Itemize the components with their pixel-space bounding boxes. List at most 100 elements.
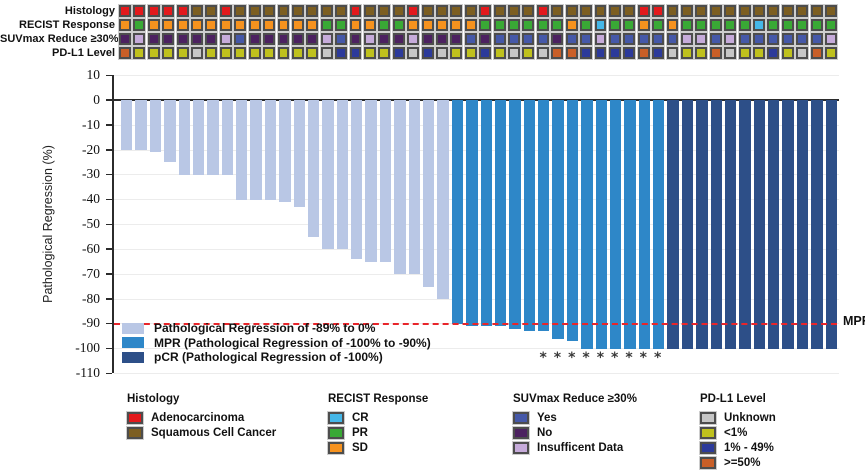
legend-item: 1% - 49% bbox=[700, 440, 776, 455]
asterisk: * bbox=[625, 350, 633, 367]
mpr-reference-line bbox=[114, 322, 837, 325]
waterfall-bar bbox=[236, 100, 248, 200]
track-square bbox=[666, 19, 679, 31]
track-square bbox=[450, 5, 463, 17]
track-square bbox=[724, 47, 737, 59]
waterfall-bar bbox=[739, 100, 751, 349]
track-square bbox=[608, 33, 621, 45]
plot-legend-row: Pathological Regression of -89% to 0% bbox=[122, 321, 431, 336]
track-square bbox=[392, 19, 405, 31]
plot-legend: Pathological Regression of -89% to 0% MPR… bbox=[122, 321, 431, 365]
waterfall-bar bbox=[164, 100, 176, 163]
track-square bbox=[277, 5, 290, 17]
track-square bbox=[263, 33, 275, 45]
track-square bbox=[580, 19, 593, 31]
legend-swatch bbox=[700, 457, 716, 470]
waterfall-bar bbox=[365, 100, 377, 262]
track-square bbox=[320, 19, 333, 31]
waterfall-bar bbox=[609, 100, 622, 349]
track-square bbox=[291, 47, 304, 59]
track-square bbox=[392, 5, 405, 17]
legend-swatch bbox=[328, 441, 344, 454]
track-square bbox=[421, 19, 434, 31]
waterfall-bar bbox=[394, 100, 406, 275]
y-tick-mark bbox=[106, 198, 112, 201]
bottom-legend-group: PD-L1 Level Unknown <1% 1% - 49% >=50% bbox=[700, 393, 776, 471]
track-row-histology: Histology bbox=[0, 5, 865, 18]
track-square bbox=[724, 5, 737, 17]
waterfall-bar bbox=[480, 100, 492, 327]
track-square bbox=[176, 19, 189, 31]
track-square bbox=[479, 19, 492, 31]
track-square bbox=[767, 5, 780, 17]
track-square bbox=[205, 33, 218, 45]
asterisk: * bbox=[639, 350, 647, 367]
track-square bbox=[652, 33, 665, 45]
track-square bbox=[709, 19, 722, 31]
legend-item-label: Yes bbox=[537, 411, 557, 424]
track-square bbox=[680, 5, 693, 17]
track-square bbox=[796, 5, 809, 17]
legend-item: No bbox=[513, 425, 637, 440]
legend-item: CR bbox=[328, 410, 428, 425]
track-square bbox=[724, 19, 737, 31]
track-square bbox=[248, 19, 261, 31]
waterfall-bar bbox=[494, 100, 507, 327]
track-square bbox=[594, 5, 607, 17]
track-square bbox=[147, 47, 160, 59]
track-square bbox=[738, 33, 751, 45]
track-square bbox=[464, 33, 477, 45]
waterfall-bar bbox=[624, 100, 636, 349]
legend-item-label: No bbox=[537, 426, 553, 439]
y-tick-mark bbox=[106, 124, 112, 126]
waterfall-bar bbox=[667, 100, 679, 349]
track-square bbox=[162, 19, 175, 31]
track-square bbox=[565, 5, 578, 17]
waterfall-bar bbox=[322, 100, 334, 250]
track-square bbox=[219, 5, 232, 17]
legend-swatch bbox=[328, 426, 344, 439]
track-square bbox=[508, 33, 520, 45]
track-square bbox=[796, 19, 809, 31]
track-square bbox=[753, 47, 765, 59]
y-tick-mark bbox=[106, 99, 112, 101]
track-square bbox=[119, 19, 131, 31]
track-square bbox=[133, 19, 146, 31]
track-square bbox=[219, 19, 232, 31]
y-tick-mark bbox=[106, 322, 112, 325]
track-square bbox=[580, 5, 593, 17]
track-square bbox=[551, 19, 564, 31]
track-square bbox=[781, 33, 794, 45]
legend-item-label: Squamous Cell Cancer bbox=[151, 426, 277, 439]
waterfall-bar bbox=[351, 100, 363, 260]
track-square bbox=[450, 33, 463, 45]
track-square bbox=[392, 33, 405, 45]
track-label: SUVmax Reduce ≥30% bbox=[0, 33, 119, 45]
track-square bbox=[349, 5, 362, 17]
track-square bbox=[205, 5, 218, 17]
track-square bbox=[796, 33, 809, 45]
gridline bbox=[114, 75, 839, 76]
legend-swatch bbox=[700, 411, 716, 424]
track-squares bbox=[119, 47, 837, 59]
waterfall-bar bbox=[566, 100, 579, 342]
plot-legend-row: MPR (Pathological Regression of -100% to… bbox=[122, 336, 431, 351]
waterfall-bar bbox=[710, 100, 722, 349]
track-square bbox=[753, 19, 765, 31]
track-row-recist: RECIST Response bbox=[0, 19, 865, 32]
track-squares bbox=[119, 5, 837, 17]
waterfall-bar bbox=[336, 100, 349, 250]
track-square bbox=[551, 5, 564, 17]
track-square bbox=[147, 5, 160, 17]
track-square bbox=[248, 33, 261, 45]
waterfall-bar bbox=[825, 100, 837, 349]
legend-item: PR bbox=[328, 425, 428, 440]
mpr-reference-label: MPR bbox=[843, 314, 865, 328]
track-label: PD-L1 Level bbox=[52, 47, 115, 59]
asterisk: * bbox=[539, 350, 547, 367]
legend-group-title: RECIST Response bbox=[328, 393, 429, 405]
track-square bbox=[637, 33, 650, 45]
track-square bbox=[450, 19, 463, 31]
legend-group-title: Histology bbox=[127, 393, 180, 405]
y-tick-label: -20 bbox=[82, 141, 100, 157]
